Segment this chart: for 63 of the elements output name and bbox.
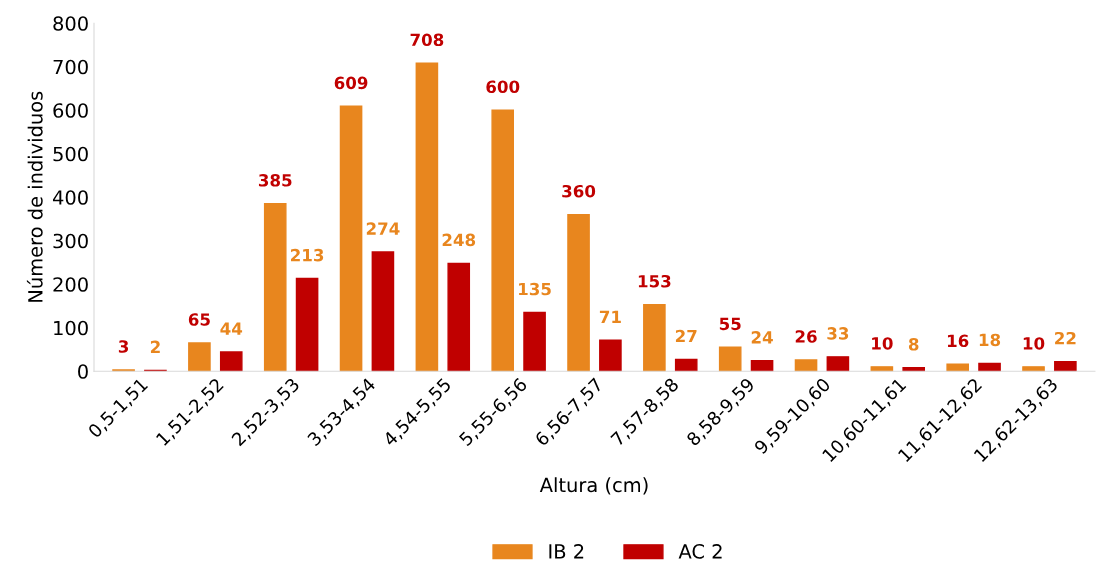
bar bbox=[902, 367, 926, 372]
data-label: 213 bbox=[291, 248, 324, 262]
data-label: 65 bbox=[188, 313, 210, 326]
y-tick-label: 600 bbox=[53, 103, 88, 118]
y-tick-label: 0 bbox=[78, 364, 88, 379]
data-label: 385 bbox=[258, 174, 292, 187]
data-label: 135 bbox=[519, 282, 551, 296]
bar bbox=[523, 311, 546, 372]
data-label: 600 bbox=[486, 80, 520, 94]
y-tick-label: 700 bbox=[53, 59, 88, 75]
bar bbox=[371, 251, 395, 372]
bar bbox=[567, 213, 590, 372]
x-axis-title: Altura (cm) bbox=[539, 477, 648, 495]
y-tick-label: 100 bbox=[54, 320, 88, 336]
bar bbox=[794, 359, 818, 372]
data-label: 2 bbox=[150, 340, 160, 353]
y-tick-label: 200 bbox=[53, 277, 88, 292]
data-label: 3 bbox=[118, 340, 129, 353]
bar bbox=[447, 262, 471, 372]
bar bbox=[1022, 366, 1045, 372]
data-label: 248 bbox=[442, 233, 476, 247]
data-label: 609 bbox=[334, 76, 368, 90]
bar bbox=[826, 356, 850, 372]
bar bbox=[415, 62, 439, 372]
y-axis-title: Número de individuos bbox=[26, 91, 43, 302]
bar bbox=[295, 277, 319, 372]
data-label: 8 bbox=[908, 338, 919, 351]
y-tick-label: 300 bbox=[53, 233, 88, 249]
bar bbox=[718, 346, 742, 372]
bar bbox=[870, 366, 894, 372]
data-label: 16 bbox=[947, 334, 969, 348]
y-tick-label: 500 bbox=[53, 146, 88, 162]
bar bbox=[219, 351, 243, 372]
data-label: 33 bbox=[827, 327, 849, 340]
bar bbox=[491, 109, 515, 372]
bar bbox=[643, 303, 666, 372]
data-label: 22 bbox=[1055, 331, 1076, 345]
data-label: 44 bbox=[220, 322, 243, 335]
bar bbox=[750, 360, 774, 372]
y-tick-label: 800 bbox=[53, 16, 88, 31]
data-label: 71 bbox=[599, 310, 621, 323]
bar bbox=[978, 362, 1001, 372]
data-label: 26 bbox=[795, 330, 817, 343]
bar bbox=[188, 342, 211, 372]
data-label: 18 bbox=[979, 333, 1001, 347]
data-label: 708 bbox=[410, 33, 444, 47]
data-label: 24 bbox=[751, 331, 773, 344]
bar bbox=[674, 358, 698, 372]
legend-label: IB 2 bbox=[549, 544, 584, 559]
bar bbox=[946, 363, 970, 372]
bar bbox=[1054, 360, 1077, 372]
data-label: 274 bbox=[366, 222, 400, 235]
bar bbox=[263, 203, 287, 372]
y-tick-label: 400 bbox=[52, 190, 88, 205]
legend-label: AC 2 bbox=[678, 544, 722, 559]
data-label: 360 bbox=[562, 184, 596, 198]
data-label: 10 bbox=[872, 337, 893, 350]
data-label: 27 bbox=[675, 329, 697, 343]
bar bbox=[599, 339, 622, 372]
data-label: 153 bbox=[638, 274, 671, 288]
bar bbox=[339, 105, 363, 372]
data-label: 55 bbox=[719, 317, 741, 331]
data-label: 10 bbox=[1023, 337, 1045, 350]
